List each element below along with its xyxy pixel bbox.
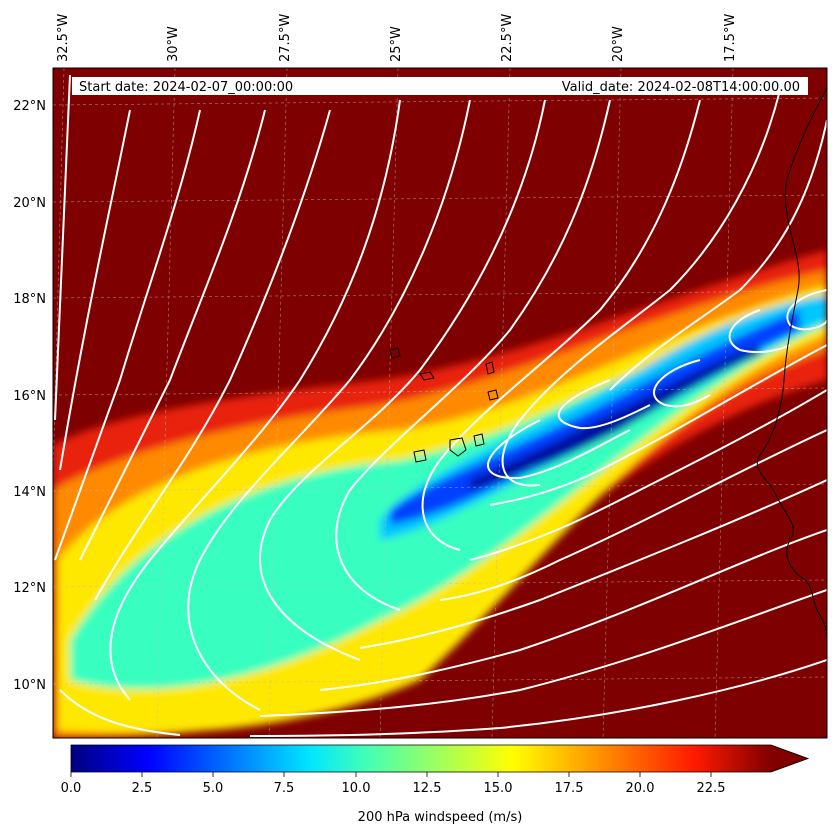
colorbar-tick-label: 17.5 bbox=[555, 781, 584, 796]
coastlines bbox=[389, 87, 827, 641]
streamline bbox=[109, 99, 401, 701]
wind-field bbox=[53, 250, 827, 738]
map-frame bbox=[52, 67, 828, 739]
lat-label: 16°N bbox=[13, 389, 46, 404]
colorbar-tick-label: 5.0 bbox=[203, 781, 224, 796]
lon-label: 25°W bbox=[389, 26, 404, 62]
cape-verde-islands bbox=[389, 347, 499, 463]
lat-label: 14°N bbox=[13, 485, 46, 500]
colorbar-outline bbox=[70, 744, 810, 773]
lon-label: 32.5°W bbox=[56, 14, 71, 62]
lon-label: 30°W bbox=[166, 26, 181, 62]
graticule bbox=[53, 68, 827, 738]
streamline bbox=[54, 74, 71, 421]
streamline bbox=[487, 419, 631, 480]
colorbar-tick-label: 15.0 bbox=[484, 781, 513, 796]
colorbar-tick-label: 10.0 bbox=[342, 781, 371, 796]
lat-label: 20°N bbox=[13, 196, 46, 211]
streamline bbox=[259, 589, 827, 717]
streamline bbox=[249, 659, 827, 737]
streamline bbox=[609, 119, 827, 391]
colorbar-ticks bbox=[70, 772, 712, 777]
streamline bbox=[469, 389, 827, 561]
colorbar: 0.0 2.5 5.0 7.5 10.0 12.5 15.0 17.5 20.0… bbox=[61, 744, 810, 825]
streamline bbox=[501, 89, 781, 487]
streamline bbox=[489, 344, 827, 506]
streamline bbox=[94, 109, 331, 601]
streamline bbox=[557, 379, 651, 430]
streamline bbox=[421, 99, 701, 551]
colorbar-tick-label: 12.5 bbox=[413, 781, 442, 796]
colorbar-tick-label: 7.5 bbox=[274, 781, 295, 796]
colorbar-title: 200 hPa windspeed (m/s) bbox=[358, 810, 523, 825]
streamline bbox=[786, 289, 827, 331]
streamline bbox=[439, 429, 827, 601]
wind-band-darkblue bbox=[470, 345, 760, 490]
lat-label: 22°N bbox=[13, 99, 46, 114]
lon-label: 22.5°W bbox=[500, 14, 515, 62]
lat-label: 12°N bbox=[13, 581, 46, 596]
colorbar-tick-label: 0.0 bbox=[61, 781, 82, 796]
lon-label: 20°W bbox=[611, 26, 626, 62]
lat-label: 10°N bbox=[13, 678, 46, 693]
coastline-africa bbox=[756, 87, 827, 641]
start-date-label: Start date: 2024-02-07_00:00:00 bbox=[79, 80, 293, 95]
map-panel bbox=[53, 68, 827, 738]
header-box bbox=[72, 77, 808, 95]
streamline bbox=[259, 99, 546, 661]
valid-date-label: Valid_date: 2024-02-08T14:00:00.00 bbox=[562, 80, 800, 95]
colorbar-tick-label: 20.0 bbox=[626, 781, 655, 796]
latitude-labels: 22°N 20°N 18°N 16°N 14°N 12°N 10°N bbox=[13, 99, 46, 693]
streamline bbox=[79, 109, 266, 561]
streamline bbox=[653, 359, 711, 408]
streamline bbox=[59, 109, 131, 471]
lon-label: 17.5°W bbox=[723, 14, 738, 62]
lat-label: 18°N bbox=[13, 292, 46, 307]
streamline bbox=[335, 99, 611, 611]
streamline bbox=[319, 529, 827, 691]
streamline bbox=[728, 309, 791, 354]
colorbar-tick-label: 2.5 bbox=[132, 781, 153, 796]
streamlines bbox=[54, 74, 827, 737]
colorbar-tick-label: 22.5 bbox=[697, 781, 726, 796]
streamline bbox=[359, 479, 827, 649]
streamline bbox=[187, 99, 471, 711]
streamline bbox=[54, 109, 201, 561]
lon-label: 27.5°W bbox=[278, 14, 293, 62]
colorbar-extend-arrow bbox=[771, 745, 808, 772]
streamline bbox=[59, 689, 181, 736]
longitude-labels: 32.5°W 30°W 27.5°W 25°W 22.5°W 20°W 17.5… bbox=[56, 14, 738, 62]
colorbar-gradient bbox=[71, 745, 771, 772]
